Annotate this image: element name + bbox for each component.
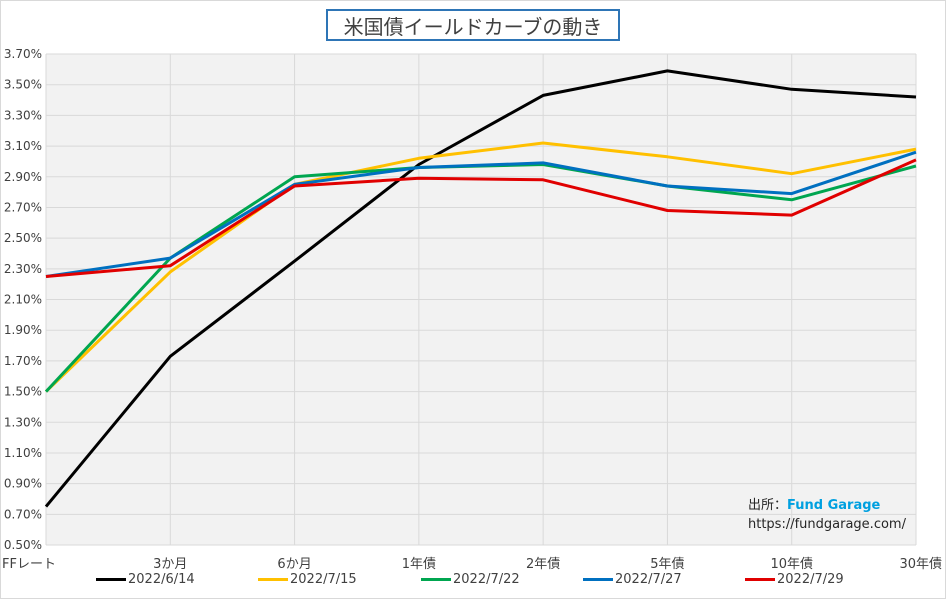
legend-swatch — [583, 578, 613, 581]
legend-label: 2022/7/29 — [777, 572, 844, 587]
source-label: 出所： — [748, 498, 788, 513]
y-tick-label: 1.90% — [4, 323, 42, 337]
y-tick-label: 2.70% — [4, 200, 42, 214]
legend-swatch — [421, 578, 451, 581]
legend-item: 2022/7/29 — [745, 572, 844, 587]
legend-swatch — [258, 578, 288, 581]
legend-item: 2022/7/15 — [258, 572, 357, 587]
y-tick-label: 3.70% — [4, 47, 42, 61]
series-line-1 — [44, 69, 917, 508]
y-tick-label: 1.70% — [4, 354, 42, 368]
chart-title-text: 米国債イールドカーブの動き — [343, 14, 603, 39]
y-tick-label: 0.70% — [4, 507, 42, 521]
x-category-label: 6か月 — [277, 557, 311, 572]
legend-swatch — [745, 578, 775, 581]
legend-swatch — [96, 578, 126, 581]
y-tick-label: 1.30% — [4, 415, 42, 429]
x-category-label: 10年債 — [770, 557, 813, 572]
y-tick-label: 0.90% — [4, 477, 42, 491]
x-category-label: 3か月 — [153, 557, 187, 572]
x-category-label: 1年債 — [402, 557, 436, 572]
series-line-4 — [45, 150, 917, 278]
chart-title: 米国債イールドカーブの動き — [326, 9, 620, 41]
legend-item: 2022/6/14 — [96, 572, 195, 587]
y-tick-label: 3.10% — [4, 139, 42, 153]
legend-label: 2022/7/15 — [290, 572, 357, 587]
legend: 2022/6/14 2022/7/15 2022/7/22 2022/7/27 2022… — [0, 572, 946, 592]
x-category-label: 2年債 — [526, 557, 560, 572]
y-tick-label: 2.90% — [4, 170, 42, 184]
x-category-label: 30年債 — [899, 557, 942, 572]
legend-label: 2022/7/27 — [615, 572, 682, 587]
legend-item: 2022/7/27 — [583, 572, 682, 587]
source-url: https://fundgarage.com/ — [748, 517, 906, 532]
x-category-label: 5年債 — [650, 557, 684, 572]
y-tick-label: 0.50% — [4, 538, 42, 552]
series-line-5 — [45, 158, 917, 278]
source-credit: 出所：Fund Garage — [748, 494, 880, 513]
legend-item: 2022/7/22 — [421, 572, 520, 587]
y-tick-label: 1.50% — [4, 385, 42, 399]
source-brand: Fund Garage — [787, 498, 881, 513]
y-tick-label: 3.50% — [4, 78, 42, 92]
y-tick-label: 1.10% — [4, 446, 42, 460]
legend-label: 2022/7/22 — [453, 572, 520, 587]
series-line-2 — [44, 141, 917, 393]
y-tick-label: 2.30% — [4, 262, 42, 276]
y-tick-label: 2.10% — [4, 293, 42, 307]
y-tick-label: 3.30% — [4, 108, 42, 122]
x-category-label: FFレート — [2, 557, 56, 572]
y-tick-label: 2.50% — [4, 231, 42, 245]
legend-label: 2022/6/14 — [128, 572, 195, 587]
